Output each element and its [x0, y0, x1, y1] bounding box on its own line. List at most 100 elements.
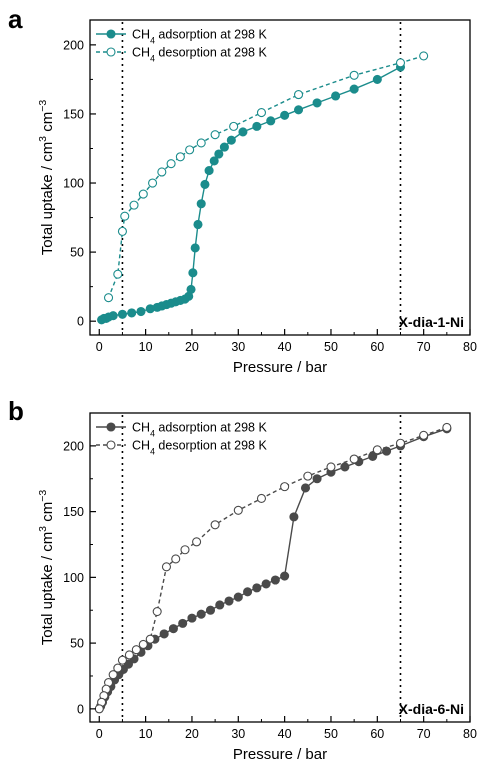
data-point-desorption — [113, 269, 123, 279]
x-tick-label: 80 — [463, 727, 477, 741]
data-point-desorption — [145, 634, 155, 644]
data-point-adsorption — [204, 166, 214, 176]
x-axis-label: Pressure / bar — [233, 746, 327, 763]
data-point-desorption — [138, 639, 148, 649]
data-point-adsorption — [178, 618, 188, 628]
data-point-adsorption — [280, 110, 290, 120]
x-tick-label: 70 — [417, 340, 431, 354]
data-point-desorption — [117, 655, 127, 665]
data-point-adsorption — [226, 135, 236, 145]
data-point-adsorption — [368, 451, 378, 461]
y-tick-label: 0 — [77, 315, 84, 329]
panel-label: b — [8, 396, 24, 426]
data-point-adsorption — [219, 142, 229, 152]
data-point-adsorption — [270, 575, 280, 585]
sample-annotation: X-dia-1-Ni — [399, 314, 464, 330]
plot-frame — [89, 19, 471, 336]
data-point-adsorption — [215, 600, 225, 610]
data-point-desorption — [124, 650, 134, 660]
data-point-desorption — [192, 537, 202, 547]
data-point-adsorption — [196, 609, 206, 619]
data-point-desorption — [419, 51, 429, 61]
data-point-desorption — [185, 145, 195, 155]
data-point-desorption — [395, 438, 406, 448]
series-line-desorption — [107, 55, 424, 298]
legend-entry: CH4 adsorption at 298 K — [132, 28, 267, 46]
x-tick-label: 50 — [324, 340, 338, 354]
data-point-adsorption — [331, 91, 341, 101]
data-point-adsorption — [136, 306, 146, 317]
data-point-adsorption — [187, 613, 197, 623]
data-point-adsorption — [200, 179, 210, 189]
data-point-desorption — [148, 178, 158, 188]
data-point-adsorption — [280, 571, 290, 581]
data-point-desorption — [256, 493, 267, 504]
data-point-desorption — [94, 704, 104, 714]
series-line-adsorption — [100, 428, 448, 707]
y-tick-label: 0 — [77, 702, 84, 716]
data-point-adsorption — [108, 311, 118, 321]
x-tick-label: 80 — [463, 340, 477, 354]
legend-entry: CH4 desorption at 298 K — [132, 439, 267, 457]
data-point-adsorption — [209, 156, 219, 166]
data-point-desorption — [108, 670, 118, 680]
x-tick-label: 20 — [185, 340, 199, 354]
legend-marker — [106, 440, 116, 450]
data-point-desorption — [419, 430, 429, 440]
data-point-desorption — [131, 645, 141, 655]
data-point-adsorption — [159, 629, 169, 639]
data-point-adsorption — [382, 446, 392, 456]
data-point-desorption — [157, 167, 167, 177]
data-point-desorption — [233, 505, 243, 515]
x-tick-label: 10 — [139, 340, 153, 354]
legend-entry: CH4 adsorption at 298 K — [132, 421, 267, 439]
data-point-adsorption — [261, 579, 271, 589]
data-point-desorption — [120, 211, 130, 221]
data-point-desorption — [171, 554, 181, 564]
x-tick-label: 40 — [278, 727, 292, 741]
y-tick-label: 150 — [63, 107, 84, 121]
data-point-desorption — [442, 422, 452, 433]
y-axis-label: Total uptake / cm3 cm−3 — [37, 100, 56, 256]
legend-marker — [106, 29, 116, 39]
data-point-desorption — [180, 545, 190, 555]
data-point-adsorption — [312, 474, 322, 484]
x-axis-label: Pressure / bar — [233, 359, 327, 376]
data-point-adsorption — [243, 587, 253, 597]
y-axis-label: Total uptake / cm3 cm−3 — [37, 490, 56, 646]
x-tick-label: 0 — [96, 340, 103, 354]
data-point-adsorption — [252, 583, 262, 593]
y-tick-label: 200 — [63, 38, 84, 52]
x-tick-label: 20 — [185, 727, 199, 741]
data-point-adsorption — [293, 105, 304, 115]
legend-marker — [106, 422, 116, 432]
x-tick-label: 30 — [231, 727, 245, 741]
data-point-adsorption — [127, 308, 137, 318]
data-point-desorption — [349, 454, 359, 464]
data-point-desorption — [229, 121, 239, 131]
x-tick-label: 0 — [96, 727, 103, 741]
data-point-desorption — [280, 482, 290, 492]
data-point-adsorption — [214, 149, 224, 159]
data-point-adsorption — [300, 483, 311, 493]
data-point-adsorption — [193, 219, 203, 230]
data-point-adsorption — [224, 596, 234, 606]
data-point-adsorption — [372, 74, 382, 84]
data-point-desorption — [117, 226, 127, 236]
data-point-desorption — [210, 130, 220, 140]
data-point-adsorption — [190, 243, 200, 253]
y-tick-label: 150 — [63, 505, 84, 519]
y-tick-label: 200 — [63, 439, 84, 453]
data-point-adsorption — [289, 512, 299, 522]
sample-annotation: X-dia-6-Ni — [399, 701, 464, 717]
data-point-adsorption — [186, 284, 196, 294]
data-point-desorption — [395, 58, 406, 68]
data-point-adsorption — [233, 592, 243, 602]
data-point-desorption — [152, 606, 162, 617]
data-point-desorption — [161, 562, 172, 572]
data-point-desorption — [293, 90, 304, 100]
plot-frame — [89, 412, 471, 723]
legend-entry: CH4 desorption at 298 K — [132, 46, 267, 64]
data-point-adsorption — [349, 84, 359, 94]
